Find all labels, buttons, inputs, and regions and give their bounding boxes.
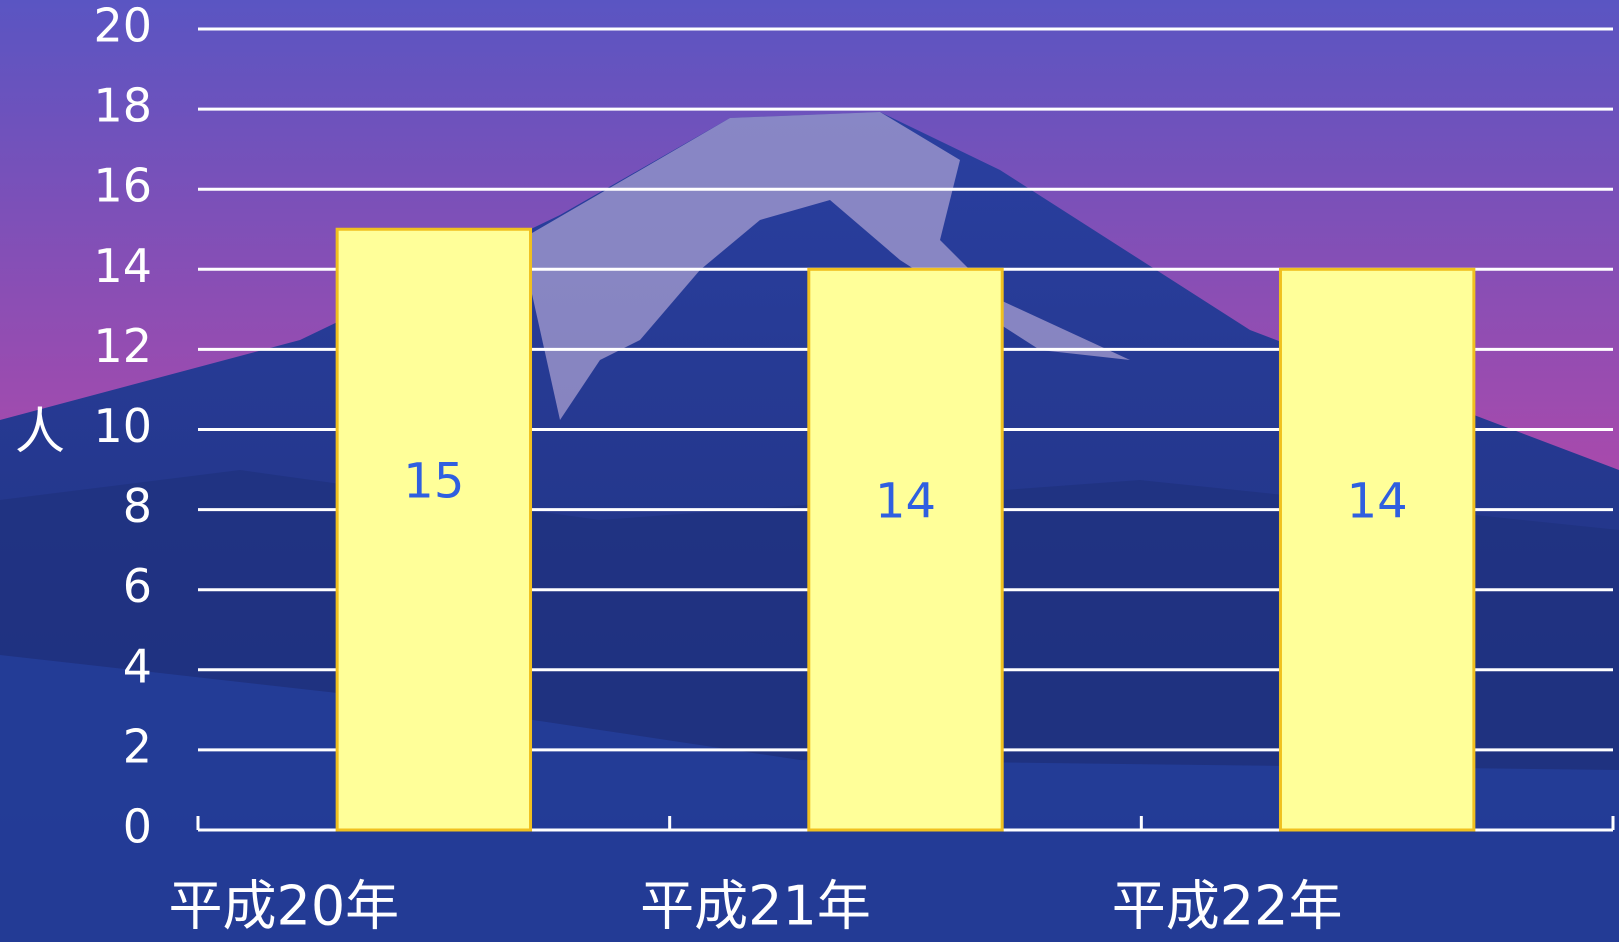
x-tick-label: 平成21年 bbox=[640, 875, 871, 938]
x-tick-label: 平成20年 bbox=[168, 875, 399, 938]
bar bbox=[1278, 267, 1476, 832]
x-tick-label: 平成22年 bbox=[1112, 875, 1343, 938]
y-tick-label: 20 bbox=[93, 0, 152, 53]
bar bbox=[807, 267, 1004, 832]
value-label: 14 bbox=[875, 474, 936, 530]
y-tick-label: 14 bbox=[93, 239, 152, 293]
bar bbox=[335, 227, 533, 832]
y-tick-label: 8 bbox=[123, 479, 152, 533]
y-tick-label: 2 bbox=[123, 719, 152, 773]
value-label: 14 bbox=[1347, 474, 1408, 530]
y-tick-label: 10 bbox=[93, 399, 152, 453]
value-label: 15 bbox=[403, 454, 464, 510]
y-tick-label: 6 bbox=[123, 559, 152, 613]
y-tick-label: 0 bbox=[123, 800, 152, 854]
y-tick-label: 12 bbox=[93, 319, 152, 373]
y-axis-label: 人 bbox=[15, 403, 65, 461]
y-tick-label: 18 bbox=[93, 79, 152, 133]
y-tick-label: 4 bbox=[123, 639, 152, 693]
y-tick-label: 16 bbox=[93, 159, 152, 213]
